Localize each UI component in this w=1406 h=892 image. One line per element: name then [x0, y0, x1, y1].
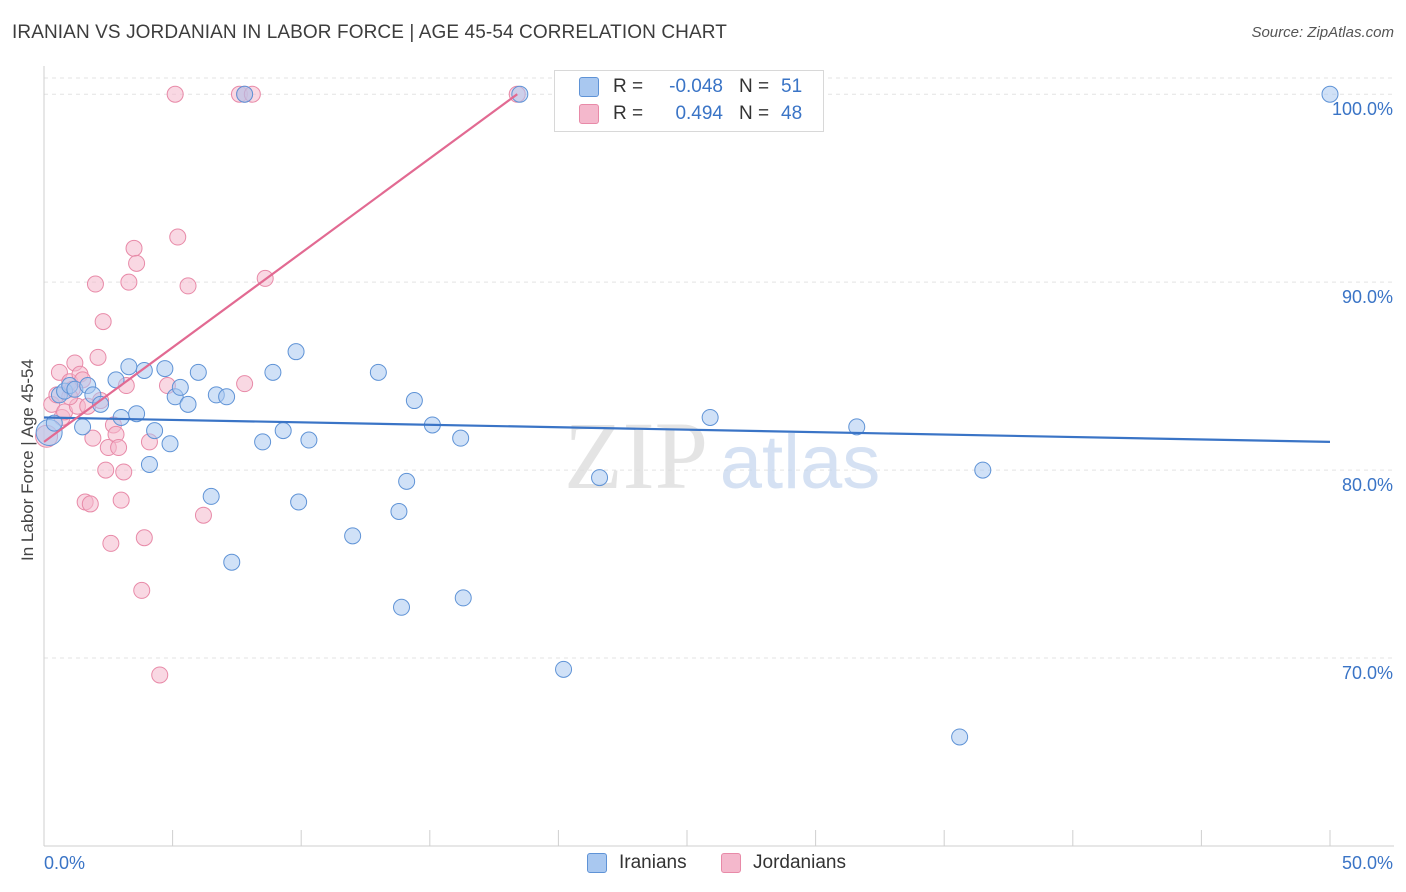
- iranian-point: [92, 395, 110, 413]
- legend-r-value: 0.494: [675, 103, 723, 124]
- y-tick-label: 90.0%: [1342, 287, 1393, 307]
- iranian-point: [1321, 85, 1339, 103]
- jordanian-point: [128, 254, 146, 272]
- legend-swatch-jordanians: [721, 853, 741, 873]
- jordanian-point: [89, 348, 107, 366]
- iranian-point: [140, 455, 158, 473]
- iranian-point: [120, 358, 138, 376]
- iranian-point: [254, 433, 272, 451]
- jordanian-point: [169, 228, 187, 246]
- iranian-point: [848, 418, 866, 436]
- iranian-point: [344, 527, 362, 545]
- jordanian-point: [97, 461, 115, 479]
- trend-lines: [43, 93, 1331, 444]
- chart-title: IRANIAN VS JORDANIAN IN LABOR FORCE | AG…: [12, 22, 727, 43]
- iranian-point: [287, 343, 305, 361]
- x-tick-label: 0.0%: [44, 853, 85, 873]
- y-tick-label: 70.0%: [1342, 663, 1393, 683]
- legend-label-jordanians: Jordanians: [753, 852, 846, 873]
- iranian-point: [161, 435, 179, 453]
- iranian-point: [45, 414, 63, 432]
- legend-r-label: R =: [613, 103, 644, 124]
- iranian-point: [454, 589, 472, 607]
- jordanian-point: [120, 273, 138, 291]
- jordanian-point: [115, 463, 133, 481]
- gridlines: [44, 77, 1394, 659]
- legend-n-label: N =: [739, 76, 770, 97]
- jordanian-point: [194, 506, 212, 524]
- iranian-point: [300, 431, 318, 449]
- legend-r-label: R =: [613, 76, 644, 97]
- iranian-point: [236, 85, 254, 103]
- legend-row-iranians: R = -0.048 N = 51: [579, 74, 802, 100]
- x-tick-labels: 0.0% 50.0%: [44, 853, 1393, 873]
- legend-n-label: N =: [739, 103, 770, 124]
- iranian-point: [591, 469, 609, 487]
- x-tick-label: 50.0%: [1342, 853, 1393, 873]
- y-tick-label: 100.0%: [1332, 99, 1393, 119]
- iranian-point: [112, 408, 130, 426]
- iranian-point: [74, 418, 92, 436]
- iranian-point: [555, 660, 573, 678]
- iranian-point: [390, 502, 408, 520]
- iranian-point: [369, 363, 387, 381]
- watermark: ZIP atlas: [564, 402, 880, 509]
- iranian-point: [701, 408, 719, 426]
- iranian-point: [290, 493, 308, 511]
- iranians-points: [35, 85, 1339, 746]
- iranian-point: [202, 487, 220, 505]
- watermark-zip: ZIP: [564, 402, 708, 509]
- axes: [43, 66, 1394, 847]
- jordanian-point: [133, 581, 151, 599]
- iranian-point: [156, 360, 174, 378]
- iranian-point: [223, 553, 241, 571]
- legend-item-iranians[interactable]: Iranians: [587, 852, 687, 874]
- y-tick-labels: 70.0% 80.0% 90.0% 100.0%: [1332, 99, 1393, 683]
- legend-row-jordanians: R = 0.494 N = 48: [579, 101, 802, 127]
- legend-item-jordanians[interactable]: Jordanians: [721, 852, 846, 874]
- iranian-point: [393, 598, 411, 616]
- iranian-point: [974, 461, 992, 479]
- jordanian-point: [81, 495, 99, 513]
- iranian-point: [189, 363, 207, 381]
- legend-n-value: 48: [781, 103, 803, 124]
- legend-swatch-blue: [579, 77, 599, 97]
- jordanian-point: [102, 534, 120, 552]
- jordanian-point: [236, 375, 254, 393]
- source-label: Source: ZipAtlas.com: [1251, 24, 1394, 41]
- iranian-point: [951, 728, 969, 746]
- iranian-point: [179, 395, 197, 413]
- jordanian-point: [86, 275, 104, 293]
- correlation-legend: R = -0.048 N = 51 R = 0.494 N = 48: [554, 70, 824, 132]
- jordanian-point: [125, 239, 143, 257]
- jordanian-point: [166, 85, 184, 103]
- jordanian-point: [112, 491, 130, 509]
- jordanians-trend-line: [43, 93, 518, 443]
- iranian-point: [274, 422, 292, 440]
- iranian-point: [218, 388, 236, 406]
- legend-label-iranians: Iranians: [619, 852, 687, 873]
- legend-r-value: -0.048: [669, 76, 723, 97]
- iranian-point: [511, 85, 529, 103]
- jordanian-point: [94, 313, 112, 331]
- iranian-point: [264, 363, 282, 381]
- jordanian-point: [84, 429, 102, 447]
- y-tick-label: 80.0%: [1342, 475, 1393, 495]
- iranian-point: [171, 378, 189, 396]
- jordanian-point: [110, 439, 128, 457]
- iranian-point: [452, 429, 470, 447]
- legend-n-value: 51: [781, 76, 803, 97]
- iranian-point: [398, 472, 416, 490]
- iranian-point: [128, 405, 146, 423]
- iranians-trend-line: [43, 416, 1331, 444]
- legend-swatch-iranians: [587, 853, 607, 873]
- iranian-point: [405, 392, 423, 410]
- series-legend: Iranians Jordanians: [0, 852, 1406, 878]
- jordanian-point: [179, 277, 197, 295]
- jordanian-point: [135, 529, 153, 547]
- iranian-point: [146, 422, 164, 440]
- jordanian-point: [151, 666, 169, 684]
- legend-swatch-pink: [579, 104, 599, 124]
